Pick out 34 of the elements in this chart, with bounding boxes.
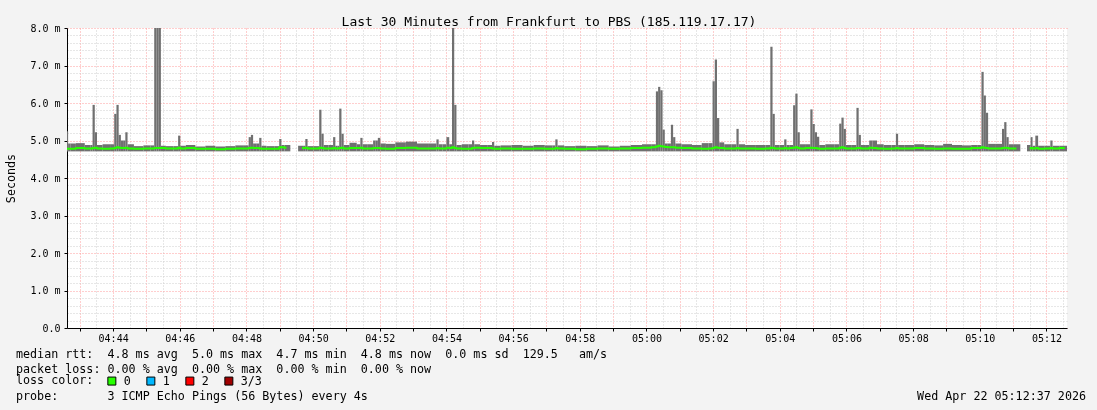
x-tick-label: 04:54 [431, 332, 462, 344]
legend-label: 2 [201, 374, 209, 389]
y-tick-label: 0.0 [42, 322, 61, 334]
chart-title: Last 30 Minutes from Frankfurt to PBS (185.119.17.17) [341, 14, 757, 29]
legend-label: 1 [162, 374, 170, 389]
x-tick-label: 04:58 [565, 332, 596, 344]
y-tick-label: 5.0 m [30, 135, 61, 146]
legend-title: loss color: [16, 373, 94, 387]
x-tick-label: 04:56 [498, 332, 529, 344]
x-tick-label: 04:44 [98, 332, 129, 344]
text: median rtt: 4.8 ms avg 5.0 ms max 4.7 ms min 4.8 ms now 0.0 ms sd 129.5 am/s [16, 347, 608, 362]
y-tick-label: 2.0 m [30, 247, 61, 259]
y-tick-label: 3.0 m [30, 210, 61, 221]
x-tick-label: 05:00 [631, 332, 662, 344]
x-tick-label: 04:46 [165, 332, 196, 344]
text: probe: 3 ICMP Echo Pings (56 Bytes) every 4s [16, 389, 368, 404]
y-tick-label: 1.0 m [30, 285, 61, 296]
text: Wed Apr 22 05:12:37 2026 [917, 389, 1086, 404]
x-tick-label: 04:52 [365, 332, 396, 344]
x-tick-label: 05:02 [698, 332, 729, 344]
x-tick-label: 04:50 [298, 332, 329, 344]
legend-label: 0 [123, 374, 131, 389]
x-tick-label: 05:08 [898, 332, 929, 344]
y-tick-label: 7.0 m [30, 60, 61, 71]
x-tick-label: 05:10 [965, 332, 996, 344]
x-tick-label: 05:04 [765, 332, 796, 344]
y-tick-label: 6.0 m [30, 97, 61, 109]
x-tick-label: 04:48 [231, 332, 262, 344]
x-tick-label: 05:06 [831, 332, 862, 344]
y-axis-title: Seconds [4, 153, 19, 204]
x-tick-label: 05:12 [1031, 332, 1062, 344]
y-tick-label: 8.0 m [30, 22, 61, 34]
y-tick-label: 4.0 m [30, 172, 61, 184]
legend-label: 3/3 [240, 374, 262, 389]
